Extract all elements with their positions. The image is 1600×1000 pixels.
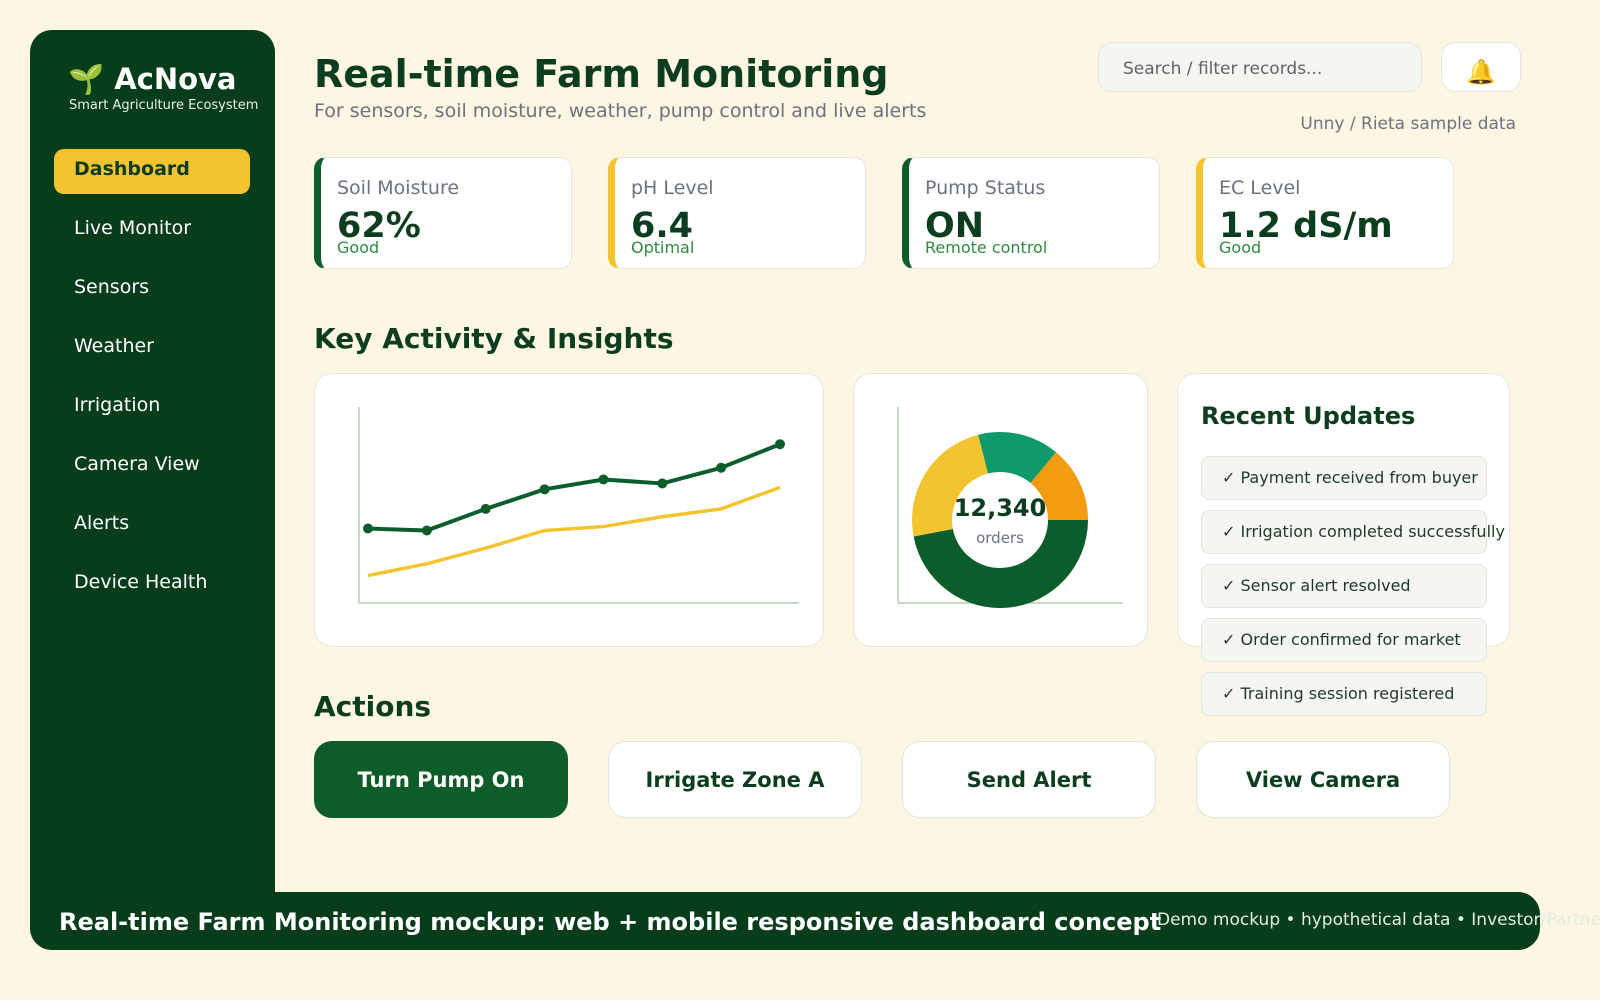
- kpi-label: EC Level: [1219, 177, 1301, 199]
- kpi-card: Soil Moisture 62% Good: [314, 157, 572, 269]
- nav-item[interactable]: Alerts: [74, 512, 130, 534]
- nav-item[interactable]: Device Health: [74, 571, 208, 593]
- nav-item[interactable]: Sensors: [74, 276, 150, 298]
- footer: [30, 892, 1540, 950]
- footer-note: Demo mockup • hypothetical data • Invest…: [1157, 910, 1600, 930]
- kpi-card: EC Level 1.2 dS/m Good: [1196, 157, 1454, 269]
- footer-title: Real-time Farm Monitoring mockup: web + …: [59, 908, 1162, 936]
- section-title: Key Activity & Insights: [314, 322, 674, 355]
- line: [367, 485, 781, 578]
- tagline: Smart Agriculture Ecosystem: [69, 98, 259, 113]
- kpi-status: Good: [1219, 238, 1262, 257]
- action-button[interactable]: Irrigate Zone A: [608, 741, 862, 818]
- kpi-value: 6.4: [631, 206, 694, 246]
- donut-segment: [913, 520, 1088, 609]
- notification-button[interactable]: 🔔: [1441, 42, 1521, 92]
- data-note: Unny / Rieta sample data: [1300, 114, 1516, 134]
- nav-item[interactable]: Camera View: [74, 453, 200, 475]
- point: [480, 503, 491, 514]
- kpi-value: 62%: [337, 206, 421, 246]
- action-button[interactable]: View Camera: [1196, 741, 1450, 818]
- section-title: Actions: [314, 690, 432, 723]
- point: [775, 439, 785, 450]
- kpi-label: Soil Moisture: [337, 177, 460, 199]
- kpi-card: Pump Status ON Remote control: [902, 157, 1160, 269]
- update-item: ✓ Training session registered: [1201, 672, 1487, 716]
- nav-item[interactable]: Weather: [74, 335, 154, 357]
- kpi-label: pH Level: [631, 177, 714, 199]
- nav-item[interactable]: Dashboard: [54, 149, 250, 194]
- kpi-card: pH Level 6.4 Optimal: [608, 157, 866, 269]
- nav-item[interactable]: Live Monitor: [74, 217, 192, 239]
- kpi-status: Good: [337, 238, 380, 257]
- point: [421, 525, 432, 536]
- point: [657, 478, 668, 489]
- update-item: ✓ Order confirmed for market: [1201, 618, 1487, 662]
- line: [367, 442, 781, 533]
- search-box[interactable]: Search / filter records...: [1098, 42, 1422, 92]
- donut-center-label: orders: [976, 529, 1024, 547]
- line-chart-card: [314, 373, 824, 647]
- kpi-status: Optimal: [631, 238, 695, 257]
- update-item: ✓ Sensor alert resolved: [1201, 564, 1487, 608]
- kpi-status: Remote control: [925, 238, 1048, 257]
- kpi-value: ON: [925, 206, 985, 246]
- updates-title: Recent Updates: [1201, 402, 1416, 430]
- donut-segment: [912, 434, 989, 537]
- page-subtitle: For sensors, soil moisture, weather, pum…: [314, 100, 927, 122]
- logo[interactable]: 🌱 AcNova: [68, 62, 237, 96]
- kpi-label: Pump Status: [925, 177, 1046, 199]
- donut-segment: [978, 432, 1057, 484]
- point: [363, 523, 373, 534]
- update-item: ✓ Payment received from buyer: [1201, 456, 1487, 500]
- point: [716, 462, 727, 473]
- donut-segment: [1030, 452, 1088, 520]
- donut-center-value: 12,340: [954, 494, 1047, 522]
- update-item: ✓ Irrigation completed successfully: [1201, 510, 1505, 554]
- nav-item[interactable]: Irrigation: [74, 394, 161, 416]
- action-button[interactable]: Turn Pump On: [314, 741, 568, 818]
- point: [598, 474, 609, 485]
- point: [539, 484, 550, 495]
- kpi-value: 1.2 dS/m: [1219, 206, 1393, 246]
- action-button[interactable]: Send Alert: [902, 741, 1156, 818]
- page-title: Real-time Farm Monitoring: [314, 52, 889, 96]
